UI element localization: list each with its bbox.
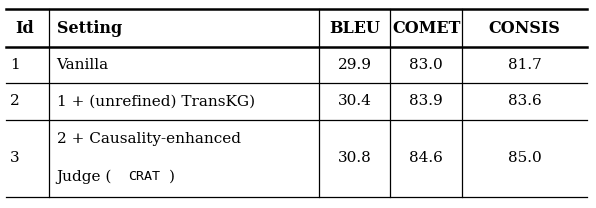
Text: 30.4: 30.4 xyxy=(338,94,371,108)
Text: 85.0: 85.0 xyxy=(508,151,541,165)
Text: 2 + Causality-enhanced: 2 + Causality-enhanced xyxy=(57,132,241,146)
Text: 3: 3 xyxy=(10,151,20,165)
Text: CONSIS: CONSIS xyxy=(489,20,560,37)
Text: Judge (: Judge ( xyxy=(57,170,112,184)
Text: 1 + (unrefined) TransKG): 1 + (unrefined) TransKG) xyxy=(57,94,254,108)
Text: Setting: Setting xyxy=(57,20,122,37)
Text: 30.8: 30.8 xyxy=(338,151,371,165)
Text: 83.0: 83.0 xyxy=(409,58,443,72)
Text: 1: 1 xyxy=(10,58,20,72)
Text: COMET: COMET xyxy=(392,20,460,37)
Text: Id: Id xyxy=(15,20,33,37)
Text: 29.9: 29.9 xyxy=(337,58,372,72)
Text: 84.6: 84.6 xyxy=(409,151,443,165)
Text: 81.7: 81.7 xyxy=(508,58,541,72)
Text: 83.6: 83.6 xyxy=(508,94,541,108)
Text: 83.9: 83.9 xyxy=(409,94,443,108)
Text: Vanilla: Vanilla xyxy=(57,58,108,72)
Text: BLEU: BLEU xyxy=(329,20,380,37)
Text: 2: 2 xyxy=(10,94,20,108)
Text: CRAT: CRAT xyxy=(128,170,160,183)
Text: ): ) xyxy=(169,170,175,184)
